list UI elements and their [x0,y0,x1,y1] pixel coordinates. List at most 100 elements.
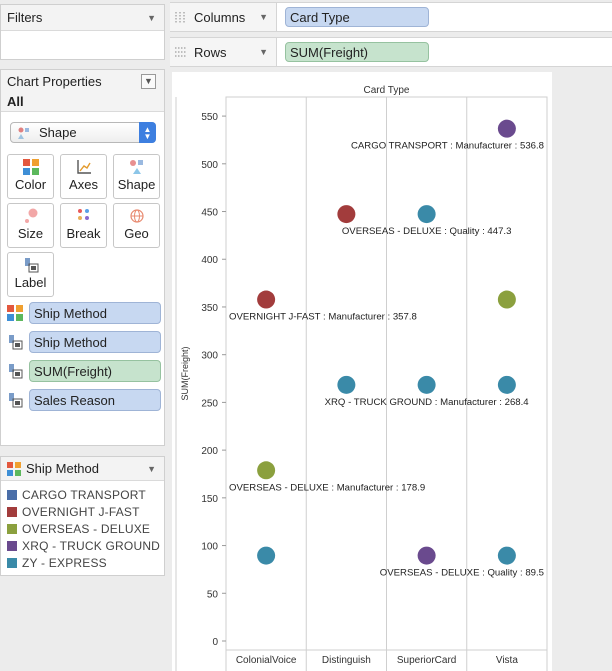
legend-swatch [7,557,17,568]
color-button-label: Color [14,177,47,192]
shape-icon [17,126,31,140]
legend-item[interactable]: OVERNIGHT J-FAST [7,503,164,520]
columns-pill[interactable]: Card Type [285,7,429,27]
legend-list: CARGO TRANSPORT OVERNIGHT J-FAST OVERSEAS … [1,481,164,571]
encoding-pill-color[interactable]: Ship Method [29,302,161,324]
encoding-row: Ship Method [7,302,161,324]
break-button-label: Break [66,226,101,241]
encoding-pill-label-reason[interactable]: Sales Reason [29,389,161,411]
geo-button[interactable]: Geo [113,203,160,248]
mark-type-select[interactable]: Shape ▲ ▼ [10,122,156,143]
data-point [257,290,276,309]
color-legend-panel: Ship Method ▼ CARGO TRANSPORT OVERNIGHT J… [0,456,165,576]
legend-header[interactable]: Ship Method ▼ [1,457,164,481]
y-tick-label: 150 [201,494,218,505]
axes-button[interactable]: Axes [60,154,107,199]
legend-item[interactable]: ZY - EXPRESS [7,554,164,571]
encoding-pill-label-measure[interactable]: SUM(Freight) [29,360,161,382]
x-tick-label: ColonialVoice [236,655,297,666]
data-point [497,290,516,309]
axes-button-label: Axes [69,177,98,192]
filters-header[interactable]: Filters ▼ [1,5,164,31]
legend-item[interactable]: CARGO TRANSPORT [7,486,164,503]
size-icon [8,204,53,226]
data-point [417,546,436,565]
label-icon [8,253,53,275]
columns-icon [174,11,187,24]
data-point [497,546,516,565]
data-point [497,119,516,138]
legend-swatch [7,489,17,500]
chevron-down-icon[interactable]: ▼ [147,463,156,474]
rows-icon [174,46,187,59]
shape-button[interactable]: Shape [113,154,160,199]
y-tick-label: 100 [201,542,218,553]
rows-pill[interactable]: SUM(Freight) [285,42,429,62]
encoding-row: Sales Reason [7,389,161,411]
rows-shelf-label[interactable]: Rows ▼ [170,38,277,66]
size-button[interactable]: Size [7,203,54,248]
color-button[interactable]: Color [7,154,54,199]
y-tick-label: 450 [201,208,218,219]
label-button[interactable]: Label [7,252,54,297]
y-tick-label: 350 [201,303,218,314]
shape-button-label: Shape [117,177,156,192]
y-tick-label: 0 [212,637,218,648]
chevron-down-icon[interactable]: ▼ [259,47,268,57]
color-icon [7,461,21,476]
encoding-row: Ship Method [7,331,161,353]
columns-shelf-label[interactable]: Columns ▼ [170,3,277,31]
chevron-down-icon[interactable]: ▼ [259,12,268,22]
legend-title: Ship Method [26,461,99,476]
chevron-down-icon[interactable]: ▼ [141,73,156,89]
data-point [417,205,436,224]
data-label: OVERSEAS - DELUXE : Manufacturer : 178.9 [229,482,425,493]
data-point [497,375,516,394]
data-point [337,375,356,394]
legend-swatch [7,523,17,534]
legend-item-label: ZY - EXPRESS [22,555,107,570]
y-tick-label: 200 [201,446,218,457]
legend-item[interactable]: OVERSEAS - DELUXE [7,520,164,537]
globe-icon [114,204,159,226]
data-label: CARGO TRANSPORT : Manufacturer : 536.8 [351,141,544,152]
y-axis-title: SUM(Freight) [180,346,190,400]
mark-type-value: Shape [39,125,77,140]
color-icon [8,155,53,177]
tab-all-label: All [7,94,24,109]
break-button[interactable]: Break [60,203,107,248]
data-point [417,375,436,394]
scatter-chart: Card Type 0 50 100 150 200 250 300 350 400 450 500 5… [175,85,548,671]
color-icon [7,304,25,322]
y-tick-label: 400 [201,255,218,266]
y-tick-label: 550 [201,112,218,123]
y-tick-label: 50 [207,589,219,600]
data-point [337,205,356,224]
chart-properties-header: Chart Properties ▼ [1,70,164,92]
legend-item-label: CARGO TRANSPORT [22,487,146,502]
legend-item-label: XRQ - TRUCK GROUND [22,538,161,553]
columns-shelf: Columns ▼ Card Type [170,2,612,32]
data-label: OVERNIGHT J-FAST : Manufacturer : 357.8 [229,312,417,323]
label-icon [7,391,25,409]
legend-item-label: OVERNIGHT J-FAST [22,504,140,519]
label-icon [7,362,25,380]
data-label: XRQ - TRUCK GROUND : Manufacturer : 268.… [325,397,530,408]
legend-item[interactable]: XRQ - TRUCK GROUND [7,537,164,554]
chevron-down-icon[interactable]: ▼ [147,12,156,23]
encoding-pill-label[interactable]: Ship Method [29,331,161,353]
left-panel: Filters ▼ Chart Properties ▼ All Shape ▲… [0,0,166,671]
y-tick-label: 300 [201,351,218,362]
filters-panel: Filters ▼ [0,4,165,60]
legend-item-label: OVERSEAS - DELUXE [22,521,151,536]
tab-all[interactable]: All [1,92,164,112]
legend-swatch [7,506,17,517]
filters-title: Filters [7,10,43,25]
columns-label: Columns [194,9,246,25]
encoding-row: SUM(Freight) [7,360,161,382]
x-tick-label: Vista [496,655,518,666]
x-tick-label: SuperiorCard [397,655,456,666]
label-button-label: Label [14,275,47,290]
data-point [257,461,276,480]
geo-button-label: Geo [124,226,149,241]
